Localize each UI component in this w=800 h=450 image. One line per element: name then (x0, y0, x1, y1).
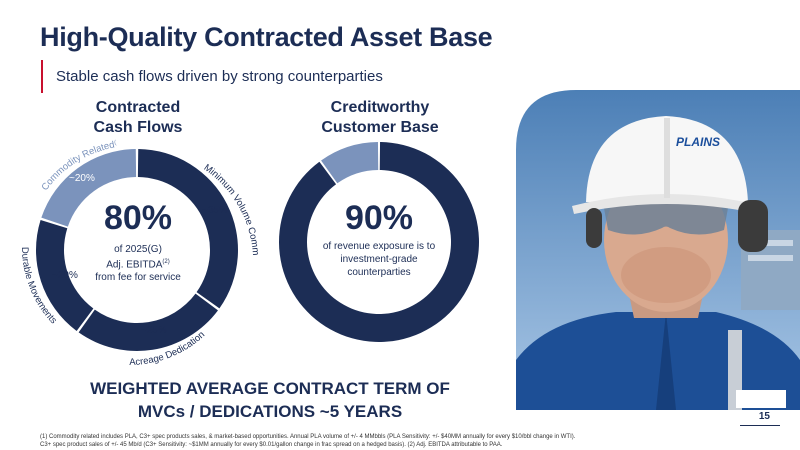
chart2-center-value: 90% (344, 199, 414, 237)
contracted-cash-flows-donut: Minimum Volume Commitment Acreage Dedica… (13, 125, 261, 368)
helmet-logo-text: PLAINS (676, 135, 720, 149)
chart1-center-line1: of 2025(G) (114, 244, 162, 255)
creditworthy-customer-donut (279, 142, 479, 342)
footnote-line1: (1) Commodity related includes PLA, C3+ … (40, 434, 576, 440)
chart2-center-line2: investment-grade (340, 254, 418, 265)
page-number: 15 (758, 411, 770, 422)
chart1-center-text: of 2025(G) Adj. EBITDA(2) from fee for s… (78, 243, 198, 284)
chart2-center-text: of revenue exposure is to investment-gra… (314, 240, 444, 279)
weighted-term-line1: WEIGHTED AVERAGE CONTRACT TERM OF (90, 379, 450, 398)
chart1-title-line2: Cash Flows (93, 119, 183, 136)
footnote: (1) Commodity related includes PLA, C3+ … (40, 433, 760, 449)
page-number-rule (740, 425, 780, 426)
chart1-center-value: 80% (103, 199, 173, 237)
chart1-title: Contracted Cash Flows (73, 98, 203, 138)
chart2-slice-1 (321, 142, 379, 184)
chart1-center-line3: from fee for service (95, 272, 181, 284)
chart2-title: Creditworthy Customer Base (310, 98, 450, 138)
chart1-slice-1 (78, 293, 218, 351)
weighted-average-contract-term: WEIGHTED AVERAGE CONTRACT TERM OF MVCs /… (60, 377, 480, 423)
slide-subtitle: Stable cash flows driven by strong count… (56, 68, 383, 85)
chart1-center-line2: Adj. EBITDA(2) (106, 259, 170, 271)
slice-label-durable: ~20% (52, 270, 78, 281)
chart1-slice-2 (35, 219, 94, 331)
chart2-center-line3: counterparties (347, 267, 411, 278)
chart2-title-line1: Creditworthy (330, 99, 430, 116)
slide-title: High-Quality Contracted Asset Base (40, 22, 493, 52)
slice-label-commodity: ~20% (69, 173, 95, 184)
subtitle-accent-bar (41, 60, 43, 93)
chart1-title-line1: Contracted (95, 99, 181, 116)
footnote-line2: C3+ spec product sales of +/- 45 Mb/d (C… (40, 442, 503, 448)
chart2-center-line1: of revenue exposure is to (322, 241, 436, 252)
weighted-term-line2: MVCs / DEDICATIONS ~5 YEARS (137, 402, 403, 421)
worker-photo: PLAINS (516, 90, 800, 410)
slice-label-acreage: ~25% (141, 325, 167, 336)
chart1-slice-0 (137, 149, 239, 309)
slice-label-mvc: ~35% (202, 205, 228, 216)
chart2-title-line2: Customer Base (321, 119, 439, 136)
chart1-slice-3 (41, 149, 137, 227)
